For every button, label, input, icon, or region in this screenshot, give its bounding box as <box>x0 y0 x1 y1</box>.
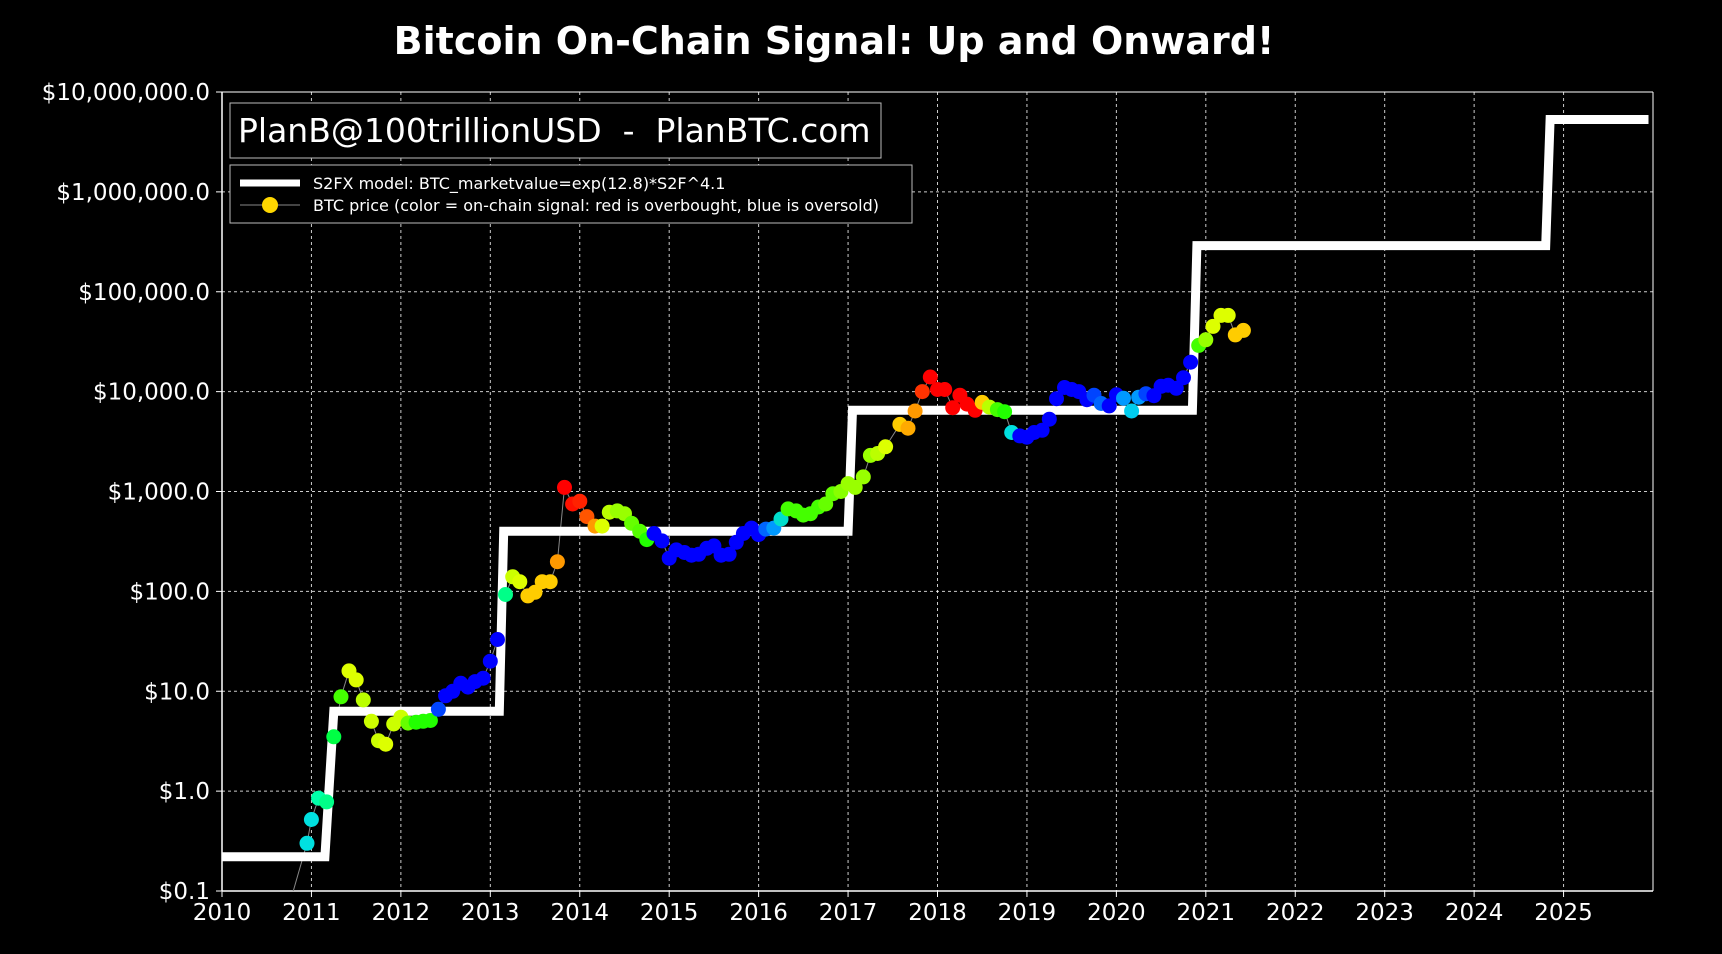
btc-price-point <box>1116 390 1131 406</box>
x-tick-label: 2019 <box>998 900 1057 926</box>
legend-price-swatch-dot <box>262 197 278 213</box>
watermark: PlanB@100trillionUSD - PlanBTC.com <box>229 102 882 159</box>
btc-price-point <box>498 587 513 602</box>
btc-price-point <box>430 701 446 717</box>
x-tick-label: 2012 <box>372 900 431 926</box>
btc-price-point <box>945 400 961 416</box>
y-tick-label: $100.0 <box>130 579 210 605</box>
x-tick-label: 2018 <box>908 900 967 926</box>
y-tick-label: $1,000,000.0 <box>56 180 210 206</box>
btc-price-point <box>482 653 498 669</box>
btc-price-point <box>572 493 588 509</box>
btc-price-point <box>348 672 364 688</box>
legend-price-label: BTC price (color = on-chain signal: red … <box>313 196 879 215</box>
x-tick-label: 2025 <box>1534 900 1593 926</box>
btc-price-point <box>303 812 319 827</box>
btc-price-point <box>1176 370 1191 386</box>
btc-price-points <box>299 307 1251 851</box>
x-tick-label: 2022 <box>1266 900 1325 926</box>
y-tick-label: $1,000.0 <box>108 480 210 506</box>
x-tick-label: 2011 <box>282 900 341 926</box>
btc-price-point <box>363 713 379 729</box>
x-tick-label: 2015 <box>640 900 699 926</box>
btc-price-point <box>1235 322 1251 338</box>
btc-price-point <box>422 713 438 728</box>
y-tick-label: $10.0 <box>144 679 210 705</box>
btc-price-point <box>378 736 394 752</box>
x-tick-label: 2021 <box>1177 900 1236 926</box>
btc-price-point <box>326 729 342 745</box>
x-tick-label: 2013 <box>461 900 520 926</box>
btc-price-point <box>878 439 894 455</box>
btc-price-point <box>1183 354 1199 370</box>
btc-price-point <box>847 479 863 495</box>
x-tick-label: 2017 <box>819 900 878 926</box>
btc-price-point <box>1205 318 1221 334</box>
btc-price-point <box>475 670 491 686</box>
btc-price-point <box>914 384 930 400</box>
btc-price-point <box>900 420 916 436</box>
x-tick-label: 2020 <box>1087 900 1146 926</box>
x-tick-label: 2010 <box>193 900 252 926</box>
x-tick-label: 2023 <box>1355 900 1414 926</box>
y-tick-label: $100,000.0 <box>78 280 210 306</box>
btc-price-point <box>907 403 923 419</box>
btc-price-point <box>1168 380 1184 396</box>
btc-price-point <box>355 692 371 708</box>
btc-price-point <box>490 632 505 647</box>
btc-price-point <box>549 554 565 570</box>
btc-price-point <box>1101 398 1117 414</box>
btc-price-point <box>1198 332 1214 348</box>
btc-price-point <box>319 794 335 810</box>
btc-price-point <box>721 546 737 562</box>
watermark-text: PlanB@100trillionUSD - PlanBTC.com <box>238 111 871 150</box>
y-tick-label: $0.1 <box>159 879 210 905</box>
btc-price-point <box>922 369 938 385</box>
btc-price-point <box>855 469 871 485</box>
chart-title: Bitcoin On-Chain Signal: Up and Onward! <box>394 19 1275 63</box>
axes <box>216 91 1654 897</box>
btc-price-point <box>1220 307 1236 323</box>
y-tick-label: $10,000,000.0 <box>42 80 210 106</box>
btc-price-point <box>512 574 528 590</box>
legend: S2FX model: BTC_marketvalue=exp(12.8)*S2… <box>229 164 913 224</box>
tick-labels: 2010 2011 2012 2013 2014 2015 2016 2017 2018 2019… <box>42 80 1593 926</box>
btc-price-point <box>1041 411 1057 427</box>
btc-price-point <box>1034 422 1050 438</box>
btc-price-point <box>1049 391 1064 407</box>
btc-price-point <box>542 574 558 590</box>
btc-price-point <box>654 533 670 549</box>
x-tick-label: 2024 <box>1445 900 1504 926</box>
y-tick-label: $10,000.0 <box>93 380 210 406</box>
btc-price-point <box>937 382 953 397</box>
y-tick-label: $1.0 <box>159 779 210 805</box>
btc-price-point <box>594 518 610 534</box>
btc-price-point <box>333 689 349 705</box>
btc-price-point <box>299 835 315 851</box>
x-tick-label: 2016 <box>729 900 788 926</box>
btc-price-point <box>527 584 543 600</box>
btc-price-point <box>557 479 572 495</box>
legend-model-label: S2FX model: BTC_marketvalue=exp(12.8)*S2… <box>313 174 725 194</box>
legend-frame <box>229 164 913 224</box>
btc-price-point <box>1124 403 1140 419</box>
btc-price-point <box>997 404 1013 420</box>
x-tick-label: 2014 <box>550 900 609 926</box>
